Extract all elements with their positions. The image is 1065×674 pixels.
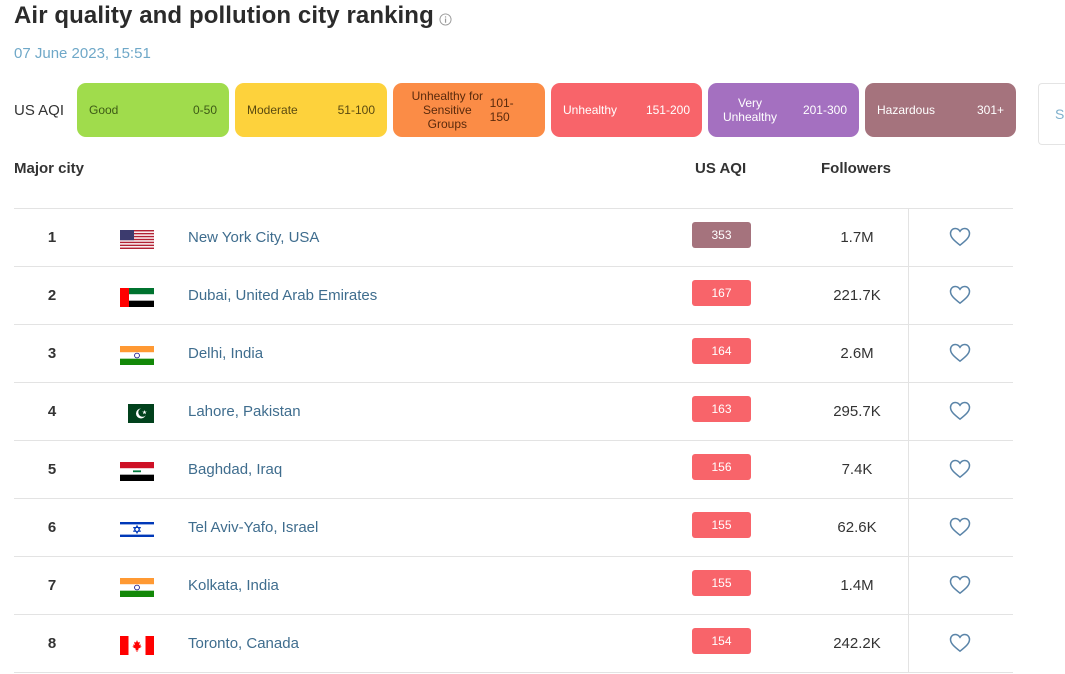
aqi-badge: 155 (692, 570, 751, 596)
city-link[interactable]: Baghdad, Iraq (188, 461, 283, 478)
city-link[interactable]: Kolkata, India (188, 577, 279, 594)
legend-chip-moderate[interactable]: Moderate 51-100 (235, 83, 387, 137)
table-row: 5 Baghdad, Iraq 156 7.4K (14, 440, 1013, 498)
followers-count: 2.6M (840, 345, 874, 362)
city-link[interactable]: Tel Aviv-Yafo, Israel (188, 519, 319, 536)
heart-icon[interactable] (949, 285, 971, 305)
side-tab[interactable]: Sh (1038, 83, 1065, 145)
legend-chip-very-unhealthy[interactable]: Very Unhealthy 201-300 (708, 83, 859, 137)
timestamp: 07 June 2023, 15:51 (14, 45, 151, 62)
follow-cell (908, 615, 1013, 672)
aqi-badge: 167 (692, 280, 751, 306)
legend-chip-range: 51-100 (337, 103, 375, 117)
table-row: 2 Dubai, United Arab Emirates 167 221.7K (14, 266, 1013, 324)
table-row: 4 Lahore, Pakistan 163 295.7K (14, 382, 1013, 440)
followers-count: 1.7M (840, 229, 874, 246)
table-row: 8 Toronto, Canada 154 242.2K (14, 614, 1013, 673)
followers-count: 242.2K (833, 635, 881, 652)
legend-chip-range: 151-200 (645, 103, 690, 117)
rank-number: 5 (47, 461, 57, 478)
side-tab-label: Sh (1055, 106, 1065, 122)
legend-chip-range: 0-50 (192, 103, 217, 117)
aqi-badge: 353 (692, 222, 751, 248)
aqi-badge: 154 (692, 628, 751, 654)
follow-cell (908, 441, 1013, 498)
follow-cell (908, 383, 1013, 440)
column-header-followers[interactable]: Followers (821, 160, 892, 177)
rank-number: 6 (47, 519, 57, 536)
page-title: Air quality and pollution city ranking (14, 2, 434, 29)
heart-icon[interactable] (949, 633, 971, 653)
heart-icon[interactable] (949, 343, 971, 363)
aqi-legend: US AQI Good 0-50 Moderate 51-100 Unhealt… (14, 83, 1022, 137)
legend-chip-name: Unhealthy for Sensitive Groups (411, 89, 483, 131)
heart-icon[interactable] (949, 459, 971, 479)
column-header-city: Major city (14, 160, 85, 177)
table-row: 6 Tel Aviv-Yafo, Israel 155 62.6K (14, 498, 1013, 556)
aqi-badge: 156 (692, 454, 751, 480)
flag-israel-icon (120, 520, 154, 539)
rank-number: 3 (47, 345, 57, 362)
legend-chip-name: Good (89, 103, 119, 117)
rank-number: 4 (47, 403, 57, 420)
city-link[interactable]: Dubai, United Arab Emirates (188, 287, 378, 304)
followers-count: 221.7K (833, 287, 881, 304)
flag-canada-icon (120, 636, 154, 655)
follow-cell (908, 209, 1013, 266)
follow-cell (908, 499, 1013, 556)
table-row: 7 Kolkata, India 155 1.4M (14, 556, 1013, 614)
table-row: 3 Delhi, India 164 2.6M (14, 324, 1013, 382)
follow-cell (908, 325, 1013, 382)
legend-label: US AQI (14, 101, 65, 119)
info-icon[interactable] (439, 12, 452, 26)
flag-pakistan-icon (120, 404, 154, 423)
heart-icon[interactable] (949, 575, 971, 595)
ranking-table: 1 New York City, USA 353 1.7M 2 Dubai, United… (14, 208, 1013, 673)
title-row: Air quality and pollution city ranking (14, 2, 452, 30)
rank-number: 7 (47, 577, 57, 594)
column-header-aqi[interactable]: US AQI (695, 160, 747, 177)
city-link[interactable]: Delhi, India (188, 345, 264, 362)
flag-iraq-icon (120, 462, 154, 481)
aqi-badge: 163 (692, 396, 751, 422)
legend-chip-good[interactable]: Good 0-50 (77, 83, 229, 137)
city-link[interactable]: Lahore, Pakistan (188, 403, 301, 420)
rank-number: 1 (47, 229, 57, 246)
legend-chip-name: Moderate (247, 103, 298, 117)
followers-count: 62.6K (837, 519, 877, 536)
heart-icon[interactable] (949, 401, 971, 421)
legend-chip-range: 301+ (976, 103, 1004, 117)
legend-chip-range: 201-300 (802, 103, 847, 117)
follow-cell (908, 557, 1013, 614)
heart-icon[interactable] (949, 517, 971, 537)
legend-chip-name: Very Unhealthy (722, 96, 778, 124)
legend-chip-unhealthy-sensitive[interactable]: Unhealthy for Sensitive Groups 101-150 (393, 83, 545, 137)
city-link[interactable]: New York City, USA (188, 229, 320, 246)
flag-uae-icon (120, 288, 154, 307)
followers-count: 7.4K (841, 461, 873, 478)
follow-cell (908, 267, 1013, 324)
legend-chip-name: Hazardous (877, 103, 936, 117)
table-row: 1 New York City, USA 353 1.7M (14, 208, 1013, 266)
rank-number: 2 (47, 287, 57, 304)
heart-icon[interactable] (949, 227, 971, 247)
flag-india-icon (120, 346, 154, 365)
legend-chip-unhealthy[interactable]: Unhealthy 151-200 (551, 83, 702, 137)
followers-count: 295.7K (833, 403, 881, 420)
legend-chip-name: Unhealthy (563, 103, 618, 117)
legend-chip-range: 101-150 (489, 96, 514, 124)
city-link[interactable]: Toronto, Canada (188, 635, 299, 652)
rank-number: 8 (47, 635, 57, 652)
legend-chip-hazardous[interactable]: Hazardous 301+ (865, 83, 1016, 137)
flag-usa-icon (120, 230, 154, 249)
aqi-badge: 164 (692, 338, 751, 364)
flag-india-icon (120, 578, 154, 597)
followers-count: 1.4M (840, 577, 874, 594)
aqi-badge: 155 (692, 512, 751, 538)
